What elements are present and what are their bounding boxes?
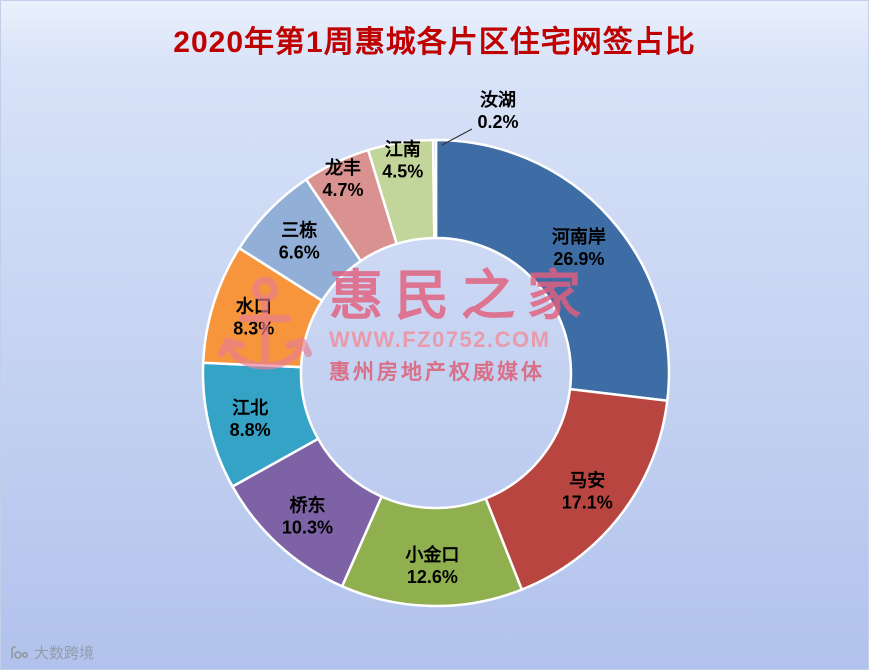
slice-label-4: 桥东 10.3%	[282, 494, 333, 537]
donut-slice-2	[484, 387, 669, 591]
footer-watermark-label: 大数跨境	[34, 645, 95, 662]
donut-slice-10	[431, 138, 438, 240]
slice-label-9: 江南 4.5%	[382, 139, 423, 182]
slice-label-8: 龙丰 4.7%	[322, 157, 363, 200]
slice-label-2: 马安 17.1%	[562, 470, 613, 513]
slice-label-3: 小金口 12.6%	[405, 544, 459, 587]
chart-title: 2020年第1周惠城各片区住宅网签占比	[173, 26, 696, 59]
slice-label-5: 江北 8.8%	[230, 398, 271, 440]
leader-line	[441, 128, 473, 146]
dashu-logo-icon	[11, 645, 29, 659]
slice-label-1: 河南岸 26.9%	[552, 226, 606, 269]
slice-label-7: 三栋 6.6%	[279, 220, 320, 263]
slice-label-10: 汝湖 0.2%	[477, 89, 518, 132]
donut-slice-1	[434, 138, 671, 402]
footer-watermark: 大数跨境	[9, 642, 94, 663]
